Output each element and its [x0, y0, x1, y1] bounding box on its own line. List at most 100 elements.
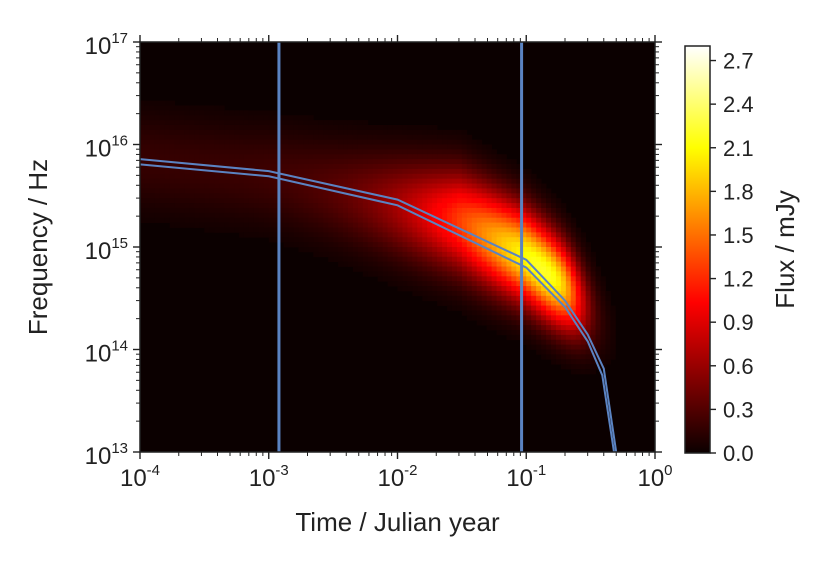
heatmap-cell: [273, 124, 280, 131]
heatmap-cell: [268, 222, 275, 228]
heatmap-cell: [303, 154, 309, 160]
heatmap-cell: [392, 178, 398, 184]
heatmap-cell: [570, 276, 577, 282]
heatmap-cell: [476, 168, 483, 175]
heatmap-cell: [456, 154, 463, 160]
heatmap-cell: [531, 329, 537, 336]
heatmap-cell: [442, 295, 448, 302]
heatmap-cell: [214, 110, 220, 116]
heatmap-cell: [417, 203, 423, 209]
heatmap-cell: [590, 261, 596, 267]
heatmap-cell: [149, 149, 156, 155]
heatmap-cell: [288, 139, 294, 145]
heatmap-cell: [194, 144, 200, 150]
heatmap-cell: [595, 271, 601, 277]
heatmap-cell: [308, 149, 314, 155]
heatmap-cell: [516, 305, 522, 311]
heatmap-cell: [501, 232, 507, 238]
heatmap-cell: [466, 256, 473, 263]
heatmap-cell: [318, 222, 324, 228]
heatmap-cell: [224, 139, 230, 145]
heatmap-cell: [526, 217, 532, 223]
heatmap-cell: [427, 281, 433, 287]
heatmap-cell: [303, 203, 309, 209]
heatmap-cell: [476, 237, 483, 243]
heatmap-cell: [501, 159, 507, 165]
heatmap-cell: [541, 271, 547, 277]
heatmap-cell: [239, 129, 245, 136]
heatmap-cell: [432, 178, 438, 184]
heatmap-cell: [377, 217, 384, 223]
heatmap-cell: [491, 315, 497, 321]
heatmap-cell: [298, 247, 304, 253]
heatmap-cell: [486, 251, 492, 258]
heatmap-cell: [511, 276, 517, 282]
heatmap-cell: [570, 242, 577, 248]
heatmap-cell: [288, 129, 294, 136]
heatmap-cell: [541, 193, 547, 199]
heatmap-cell: [214, 207, 220, 214]
heatmap-cell: [590, 281, 596, 287]
heatmap-cell: [268, 110, 275, 116]
heatmap-cell: [451, 295, 458, 302]
heatmap-cell: [546, 290, 552, 297]
heatmap-cell: [397, 178, 403, 184]
heatmap-cell: [407, 154, 413, 160]
heatmap-cell: [377, 261, 384, 267]
heatmap-cell: [447, 271, 453, 277]
heatmap-cell: [154, 129, 161, 136]
heatmap-cell: [560, 320, 567, 326]
heatmap-cell: [362, 227, 369, 233]
heatmap-cell: [214, 188, 220, 194]
heatmap-cell: [367, 144, 374, 150]
heatmap-cell: [511, 242, 517, 248]
heatmap-cell: [357, 159, 364, 165]
heatmap-cell: [288, 183, 294, 189]
heatmap-cell: [387, 198, 393, 204]
heatmap-cell: [481, 251, 488, 258]
heatmap-cell: [377, 266, 384, 272]
heatmap-cell: [546, 325, 552, 331]
heatmap-cell: [328, 256, 334, 263]
heatmap-cell: [432, 144, 438, 150]
heatmap-cell: [536, 329, 542, 336]
heatmap-cell: [219, 222, 225, 228]
heatmap-cell: [595, 344, 601, 350]
heatmap-cell: [323, 144, 329, 150]
heatmap-cell: [229, 144, 235, 150]
heatmap-cell: [253, 207, 260, 214]
heatmap-cell: [580, 320, 587, 326]
heatmap-cell: [362, 212, 369, 219]
heatmap-cell: [367, 256, 374, 263]
heatmap-cell: [224, 217, 230, 223]
heatmap-cell: [333, 237, 339, 243]
heatmap-cell: [600, 300, 606, 306]
heatmap-cell: [486, 281, 492, 287]
heatmap-cell: [496, 300, 502, 306]
heatmap-cell: [209, 159, 215, 165]
heatmap-cell: [387, 227, 393, 233]
heatmap-cell: [560, 256, 567, 263]
heatmap-cell: [402, 276, 408, 282]
heatmap-cell: [521, 207, 527, 214]
heatmap-cell: [461, 276, 468, 282]
heatmap-cell: [224, 222, 230, 228]
heatmap-cell: [506, 168, 512, 175]
heatmap-cell: [219, 159, 225, 165]
heatmap-cell: [234, 222, 240, 228]
heatmap-cell: [511, 305, 517, 311]
heatmap-cell: [189, 120, 195, 126]
heatmap-cell: [585, 266, 592, 272]
heatmap-cell: [461, 149, 468, 155]
heatmap-cell: [466, 251, 473, 258]
heatmap-cell: [169, 149, 176, 155]
heatmap-cell: [318, 168, 324, 175]
heatmap-cell: [397, 188, 403, 194]
heatmap-cell: [526, 290, 532, 297]
heatmap-cell: [432, 154, 438, 160]
heatmap-cell: [451, 217, 458, 223]
heatmap-cell: [209, 144, 215, 150]
heatmap-cell: [372, 139, 379, 145]
heatmap-cell: [323, 203, 329, 209]
heatmap-cell: [184, 120, 190, 126]
